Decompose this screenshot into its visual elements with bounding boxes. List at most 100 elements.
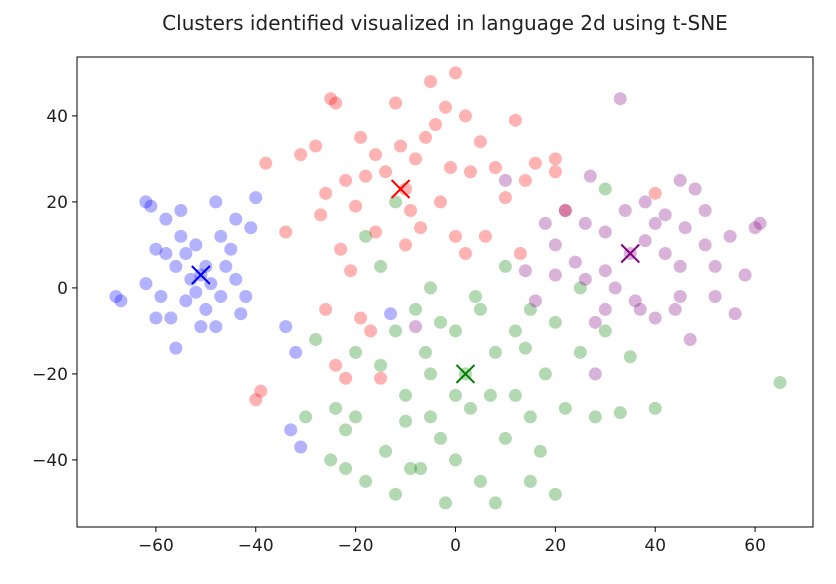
point bbox=[623, 350, 637, 364]
point bbox=[249, 393, 263, 407]
point bbox=[598, 264, 612, 278]
point bbox=[329, 358, 343, 372]
point bbox=[538, 367, 552, 381]
centroid-marker bbox=[620, 243, 640, 264]
point bbox=[389, 324, 403, 338]
point bbox=[419, 345, 433, 359]
point bbox=[548, 165, 562, 179]
point bbox=[179, 247, 193, 261]
point bbox=[508, 113, 522, 127]
point bbox=[199, 259, 213, 273]
point bbox=[404, 204, 418, 218]
x-tick-label: −60 bbox=[138, 536, 174, 556]
point bbox=[229, 272, 243, 286]
point bbox=[613, 406, 627, 420]
point bbox=[409, 152, 423, 166]
point bbox=[399, 388, 413, 402]
point bbox=[463, 401, 477, 415]
point bbox=[548, 487, 562, 501]
point bbox=[458, 247, 472, 261]
point bbox=[518, 341, 532, 355]
point bbox=[458, 109, 472, 123]
point bbox=[434, 315, 448, 329]
point bbox=[219, 259, 233, 273]
x-tick-label: 20 bbox=[545, 536, 567, 556]
point bbox=[419, 130, 433, 144]
point bbox=[738, 268, 752, 282]
centroid-marker bbox=[455, 364, 476, 384]
point bbox=[354, 311, 368, 325]
point bbox=[498, 259, 512, 273]
point bbox=[683, 333, 697, 347]
x-tick-label: 0 bbox=[450, 536, 461, 556]
point bbox=[374, 259, 388, 273]
point bbox=[578, 272, 592, 286]
point bbox=[558, 204, 572, 218]
point bbox=[244, 221, 258, 235]
point bbox=[688, 182, 702, 196]
point bbox=[598, 182, 612, 196]
point bbox=[364, 324, 378, 338]
point bbox=[149, 311, 163, 325]
point bbox=[488, 496, 502, 510]
point bbox=[349, 410, 363, 424]
point bbox=[728, 307, 742, 321]
point bbox=[434, 195, 448, 209]
centroid-marker bbox=[191, 265, 211, 285]
point bbox=[109, 290, 123, 304]
point bbox=[154, 290, 168, 304]
point bbox=[773, 376, 787, 390]
point bbox=[463, 165, 477, 179]
point bbox=[608, 281, 622, 295]
point bbox=[523, 302, 537, 316]
point bbox=[528, 156, 542, 170]
point bbox=[164, 311, 178, 325]
point bbox=[473, 135, 487, 149]
point bbox=[294, 148, 308, 162]
point bbox=[598, 324, 612, 338]
y-tick-label: 40 bbox=[46, 107, 68, 127]
point bbox=[473, 474, 487, 488]
point bbox=[678, 221, 692, 235]
point bbox=[638, 195, 652, 209]
point bbox=[698, 238, 712, 252]
point bbox=[214, 229, 228, 243]
point bbox=[673, 173, 687, 187]
point bbox=[159, 247, 173, 261]
y-tick-label: 0 bbox=[57, 279, 68, 299]
point bbox=[339, 371, 353, 385]
point bbox=[578, 216, 592, 230]
x-tick-label: −20 bbox=[338, 536, 374, 556]
point bbox=[429, 118, 443, 132]
point bbox=[309, 139, 323, 153]
point bbox=[324, 453, 338, 467]
point bbox=[498, 431, 512, 445]
point bbox=[224, 242, 238, 256]
point bbox=[448, 324, 462, 338]
point bbox=[409, 320, 423, 334]
point bbox=[673, 259, 687, 273]
point bbox=[379, 444, 393, 458]
point bbox=[324, 92, 338, 106]
point bbox=[508, 324, 522, 338]
point bbox=[518, 173, 532, 187]
point bbox=[648, 186, 662, 200]
point bbox=[498, 173, 512, 187]
point bbox=[149, 242, 163, 256]
point bbox=[588, 367, 602, 381]
point bbox=[598, 225, 612, 239]
point bbox=[349, 345, 363, 359]
point bbox=[414, 462, 428, 476]
point bbox=[523, 474, 537, 488]
point bbox=[404, 462, 418, 476]
point bbox=[424, 281, 438, 295]
point bbox=[638, 234, 652, 248]
x-tick-label: −40 bbox=[238, 536, 274, 556]
point bbox=[294, 440, 308, 454]
point bbox=[279, 225, 293, 239]
point bbox=[354, 130, 368, 144]
point bbox=[399, 414, 413, 428]
point bbox=[548, 268, 562, 282]
point bbox=[279, 320, 293, 334]
